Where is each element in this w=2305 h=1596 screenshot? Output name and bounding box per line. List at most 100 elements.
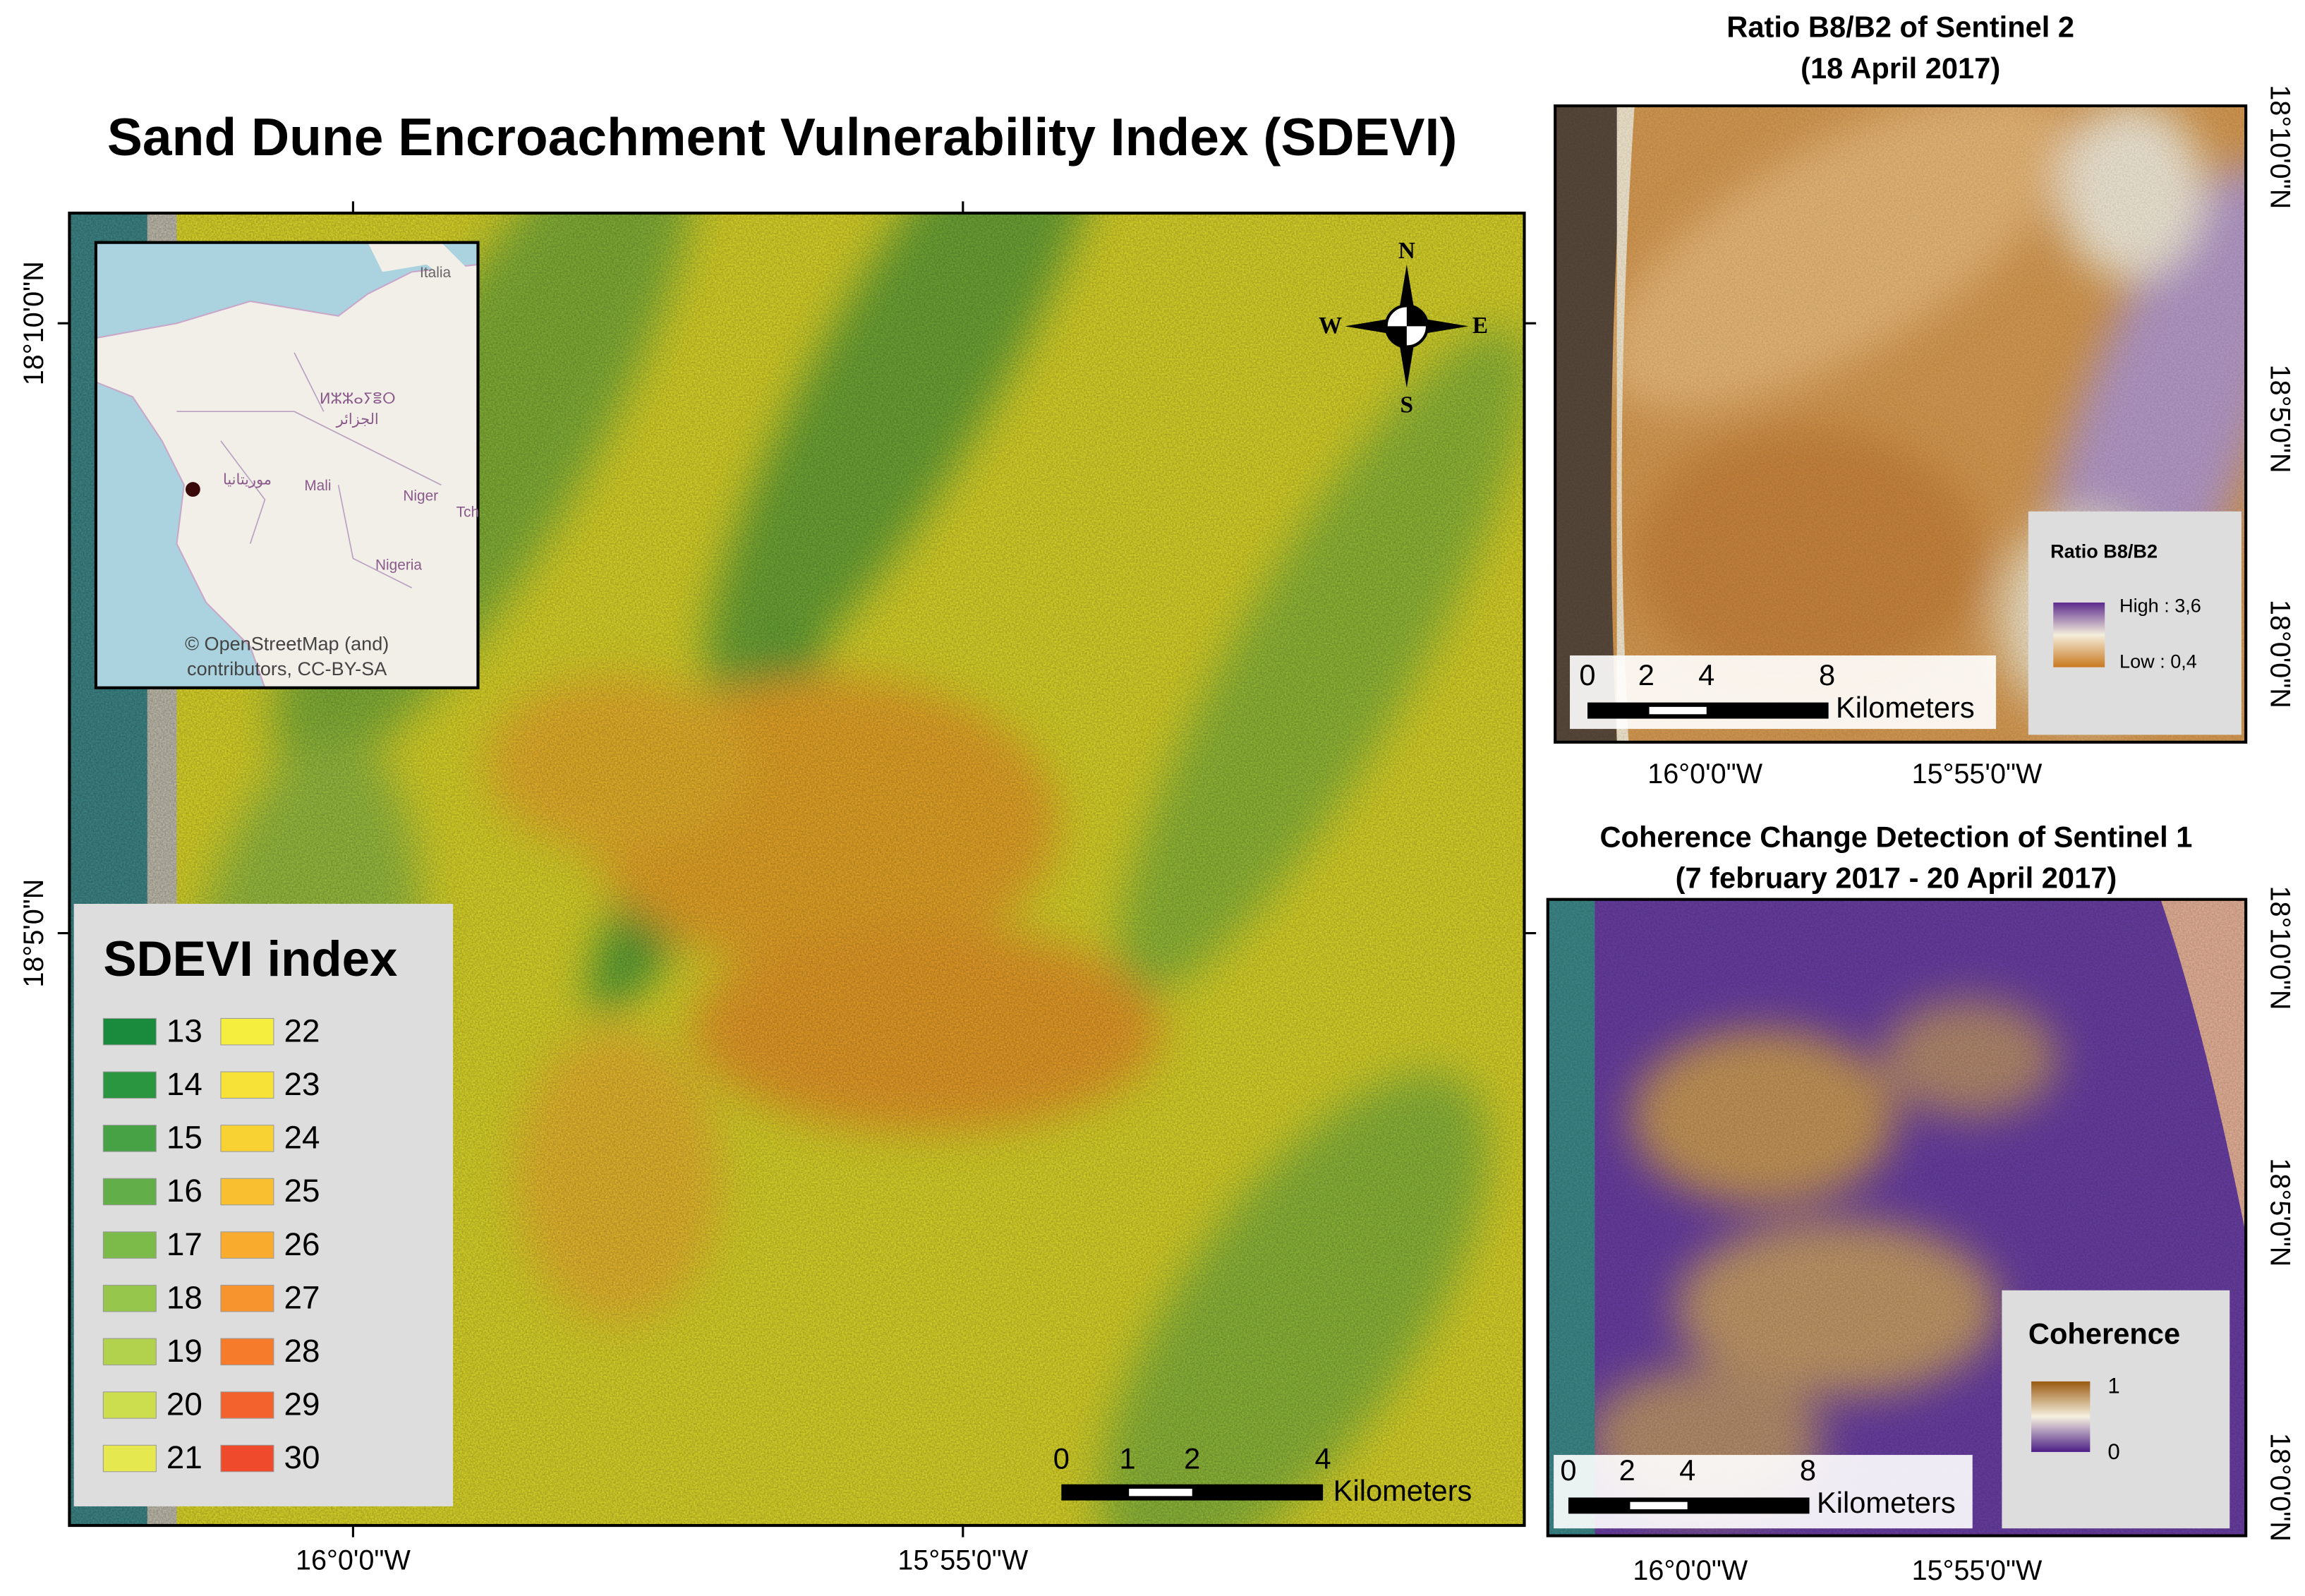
scale-unit: Kilometers: [1836, 691, 1975, 724]
lon-label: 16°0'0"W: [296, 1545, 411, 1576]
scale-tick: 4: [1315, 1441, 1331, 1475]
legend-label: 26: [284, 1226, 320, 1262]
main-title: Sand Dune Encroachment Vulnerability Ind…: [107, 107, 1457, 167]
scale-unit: Kilometers: [1817, 1486, 1956, 1519]
legend-label: 17: [167, 1226, 202, 1262]
inset-label: الجزائر: [336, 411, 379, 428]
legend-swatch: [220, 1125, 274, 1152]
legend-ramp: [2031, 1381, 2091, 1452]
inset-label: موريتانيا: [223, 472, 272, 489]
legend-label: 23: [284, 1066, 320, 1102]
legend-swatch: [220, 1178, 274, 1206]
legend-swatch: [102, 1071, 157, 1099]
scale-tick: 0: [1560, 1453, 1576, 1487]
scale-tick: 8: [1819, 658, 1835, 691]
scale-tick: 2: [1184, 1441, 1200, 1475]
legend-label: 19: [167, 1333, 202, 1369]
ratio-subtitle: (18 April 2017): [1801, 52, 2000, 85]
scale-unit: Kilometers: [1333, 1474, 1472, 1507]
lat-label: 18°0'0"N: [2265, 600, 2296, 708]
north-arrow: [1345, 264, 1469, 388]
legend-label: 24: [284, 1120, 320, 1156]
legend-swatch: [220, 1284, 274, 1312]
ratio-title: Ratio B8/B2 of Sentinel 2: [1726, 11, 2074, 44]
legend-swatch: [102, 1284, 157, 1312]
legend-label: 28: [284, 1333, 320, 1369]
legend-label: 13: [167, 1012, 202, 1048]
legend-label: 29: [284, 1386, 320, 1422]
lon-label: 16°0'0"W: [1633, 1555, 1748, 1586]
inset-label: Niger: [403, 488, 438, 504]
lat-label: 18°5'0"N: [2265, 1158, 2296, 1266]
coherence-frame: [1546, 897, 2248, 1537]
lat-label: 18°5'0"N: [18, 879, 49, 988]
inset-label: Italia: [420, 265, 451, 281]
lat-label: 18°5'0"N: [2265, 365, 2296, 473]
scale-tick: 1: [1120, 1441, 1136, 1475]
attribution: © OpenStreetMap (and): [185, 633, 389, 655]
lat-label: 18°10'0"N: [2265, 85, 2296, 209]
scale-tick: 2: [1638, 658, 1654, 691]
compass-label: W: [1319, 313, 1342, 339]
lon-label: 15°55'0"W: [897, 1545, 1028, 1576]
compass-label: E: [1472, 313, 1488, 339]
legend-label: 14: [167, 1066, 202, 1102]
compass-label: N: [1398, 238, 1415, 264]
legend-ramp: [2053, 602, 2105, 667]
inset-label: Mali: [304, 478, 331, 494]
legend-swatch: [220, 1231, 274, 1259]
lon-label: 15°55'0"W: [1912, 758, 2043, 790]
coherence-title: Coherence Change Detection of Sentinel 1: [1599, 820, 2192, 853]
legend-label: 21: [167, 1439, 202, 1475]
legend-label: 1: [2107, 1373, 2119, 1398]
legend-title: Ratio B8/B2: [2050, 540, 2158, 562]
ratio-frame: [1554, 104, 2248, 744]
scale-bar: [1568, 1497, 1810, 1514]
scale-tick: 8: [1800, 1453, 1816, 1487]
legend-swatch: [220, 1071, 274, 1099]
lat-label: 18°10'0"N: [18, 261, 49, 385]
inset-label: Tch: [456, 504, 479, 520]
coherence-subtitle: (7 february 2017 - 20 April 2017): [1676, 862, 2117, 895]
lon-label: 15°55'0"W: [1912, 1555, 2043, 1586]
legend-swatch: [220, 1017, 274, 1046]
legend-label: 27: [284, 1279, 320, 1315]
legend-swatch: [220, 1444, 274, 1473]
scale-bar: [1587, 702, 1829, 719]
legend-title: Coherence: [2028, 1317, 2180, 1350]
inset-map: [94, 241, 480, 689]
scale-tick: 0: [1579, 658, 1595, 691]
legend-label: 30: [284, 1439, 320, 1475]
legend-swatch: [220, 1338, 274, 1366]
lat-label: 18°0'0"N: [2265, 1433, 2296, 1542]
legend-label: 18: [167, 1279, 202, 1315]
legend-label: 0: [2107, 1439, 2119, 1464]
scale-tick: 0: [1053, 1441, 1070, 1475]
lon-label: 16°0'0"W: [1647, 758, 1762, 790]
inset-label: Nigeria: [375, 557, 422, 573]
scale-tick: 4: [1698, 658, 1714, 691]
legend-label: 25: [284, 1173, 320, 1209]
legend-label: 20: [167, 1386, 202, 1422]
attribution: contributors, CC-BY-SA: [187, 658, 387, 679]
legend-title: SDEVI index: [103, 931, 397, 987]
scale-tick: 2: [1619, 1453, 1635, 1487]
legend-label: Low : 0,4: [2119, 651, 2197, 672]
compass-label: S: [1400, 392, 1414, 418]
legend-label: 16: [167, 1173, 202, 1209]
legend-swatch: [220, 1391, 274, 1419]
legend-swatch: [102, 1338, 157, 1366]
legend-label: High : 3,6: [2119, 594, 2201, 616]
main-frame: [68, 211, 1526, 1528]
legend-swatch: [102, 1231, 157, 1259]
legend-swatch: [102, 1444, 157, 1473]
legend-label: 22: [284, 1012, 320, 1048]
legend-swatch: [102, 1125, 157, 1152]
legend-swatch: [102, 1391, 157, 1419]
scale-tick: 4: [1679, 1453, 1695, 1487]
ticks: [57, 201, 1537, 1537]
legend-swatch: [102, 1017, 157, 1046]
legend-swatch: [102, 1178, 157, 1206]
legend-label: 15: [167, 1120, 202, 1156]
